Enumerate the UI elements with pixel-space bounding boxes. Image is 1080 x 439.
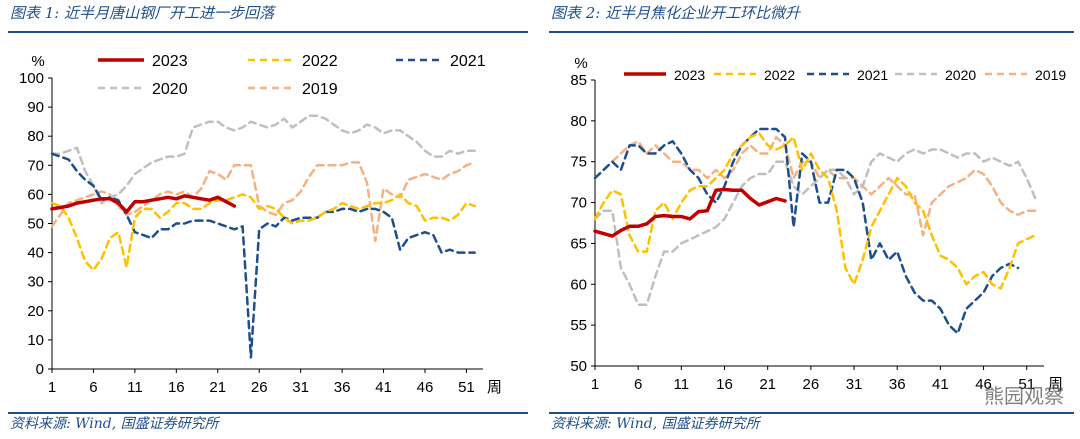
x-tick-label: 36 [334,379,351,396]
x-tick-label: 6 [89,379,97,396]
y-tick-label: 40 [27,245,44,262]
y-tick-label: 60 [27,186,44,203]
y-tick-label: 55 [570,317,587,334]
y-tick-label: 80 [27,128,44,145]
panel-left: 图表 1: 近半月唐山钢厂开工进一步回落 0 10 20 30 40 50 60 70 80 90… [8,0,528,439]
series-line-2019 [50,161,476,243]
x-tick-label: 31 [292,379,309,396]
series-line-2021 [50,152,476,359]
y-tick-label: 85 [570,72,587,89]
y-tick-label: 100 [19,70,44,87]
x-tick-label: 1 [48,379,56,396]
source-note: 资料来源: Wind, 国盛证券研究所 [551,416,760,432]
y-axis-unit: % [574,55,587,72]
x-tick-label: 26 [803,376,820,393]
x-tick-label: 26 [251,379,268,396]
x-tick-label: 16 [716,376,733,393]
x-tick-label: 46 [975,376,992,393]
y-tick-label: 75 [570,154,587,171]
legend-label-2022: 2022 [302,53,338,70]
legend-label-2020: 2020 [152,81,188,98]
y-tick-label: 60 [570,276,587,293]
legend-label-2021: 2021 [857,67,888,83]
x-tick-label: 21 [209,379,226,396]
x-tick-label: 16 [168,379,185,396]
x-tick-label: 11 [127,379,143,396]
y-tick-label: 70 [570,195,587,212]
series-line-2023 [593,187,787,238]
x-tick-label: 11 [674,376,690,393]
source-divider [8,412,528,414]
y-tick-label: 50 [570,358,587,375]
series-line-2022 [50,193,476,272]
x-tick-label: 46 [417,379,434,396]
x-tick-label: 51 [1018,376,1035,393]
panel-right: 图表 2: 近半月焦化企业开工环比微升 50 55 60 65 70 75 80 85 1 6 11… [549,0,1074,439]
x-tick-label: 21 [759,376,776,393]
source-divider [549,412,1074,414]
x-tick-label: 51 [458,379,475,396]
watermark-logo: 熊园观察 [984,384,1064,408]
legend-label-2021: 2021 [450,53,486,70]
y-tick-label: 50 [27,216,44,233]
title-divider [8,31,528,33]
legend-label-2023: 2023 [674,67,705,83]
title-divider [549,31,1074,33]
legend-label-2019: 2019 [302,81,338,98]
legend-label-2020: 2020 [945,67,976,83]
series-line-2019 [593,135,1037,237]
legend-label-2023: 2023 [152,53,188,70]
y-tick-label: 10 [27,332,44,349]
y-tick-label: 20 [27,303,44,320]
y-tick-label: 30 [27,274,44,291]
y-tick-label: 0 [36,361,44,378]
series-line-2022 [593,131,1037,290]
series-line-2020 [593,148,1037,306]
x-tick-label: 6 [634,376,642,393]
x-tick-label: 41 [932,376,949,393]
series-line-2021 [593,127,1020,335]
x-tick-label: 41 [375,379,392,396]
x-tick-label: 36 [889,376,906,393]
series-line-2020 [50,114,476,205]
legend-label-2019: 2019 [1035,67,1066,83]
x-tick-label: 31 [846,376,863,393]
source-note: 资料来源: Wind, 国盛证券研究所 [10,416,219,432]
x-axis-unit: 周 [487,379,502,396]
legend-label-2022: 2022 [764,67,795,83]
chart-title: 图表 2: 近半月焦化企业开工环比微升 [551,4,801,22]
y-tick-label: 65 [570,235,587,252]
y-tick-label: 90 [27,99,44,116]
chart-title: 图表 1: 近半月唐山钢厂开工进一步回落 [10,4,275,22]
x-tick-label: 1 [591,376,599,393]
y-tick-label: 80 [570,113,587,130]
series-line-2023 [50,194,237,214]
x-axis-unit: 周 [1048,376,1063,393]
y-tick-label: 70 [27,157,44,174]
y-axis-unit: % [31,53,44,70]
